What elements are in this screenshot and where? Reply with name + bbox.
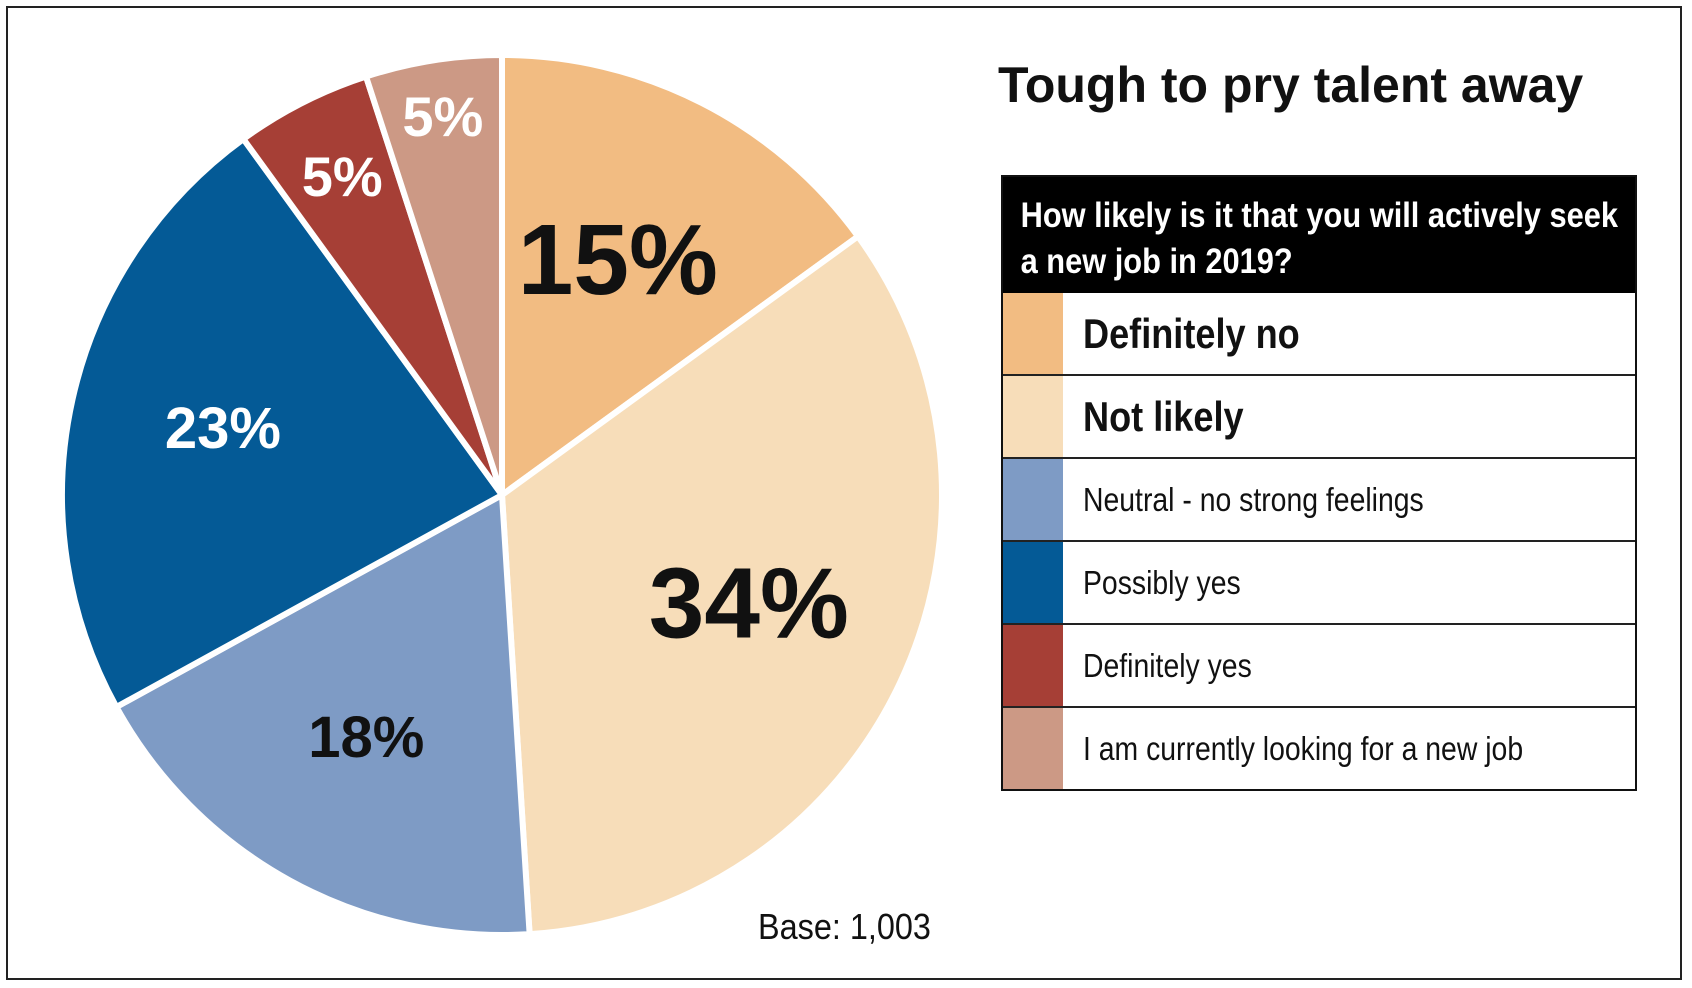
pie-slice-not-likely <box>499 233 945 938</box>
legend-row: Definitely yes <box>1003 623 1635 706</box>
chart-frame: 15% 34% 18% 23% 5% 5% Tough to pry talent awa… <box>6 6 1682 980</box>
legend-row: Not likely <box>1003 374 1635 457</box>
legend-swatch <box>1003 542 1063 623</box>
slice-label-possibly-yes: 23% <box>165 396 281 461</box>
slice-label-definitely-no: 15% <box>518 204 718 316</box>
slice-label-definitely-yes: 5% <box>302 145 383 208</box>
slice-label-neutral-no-strong-feelings: 18% <box>308 705 424 770</box>
pie-slice-possibly-yes <box>59 136 505 710</box>
legend-label: I am currently looking for a new job <box>1083 729 1524 767</box>
legend-label: Possibly yes <box>1083 563 1241 601</box>
legend-swatch <box>1003 459 1063 540</box>
legend-row: I am currently looking for a new job <box>1003 706 1635 789</box>
pie-chart: 15% 34% 18% 23% 5% 5% <box>59 52 945 938</box>
pie-slice-neutral-no-strong-feelings <box>113 492 533 938</box>
base-note-text: Base: 1,003 <box>758 906 931 947</box>
legend-label: Not likely <box>1083 392 1244 440</box>
pie-slice-definitely-no <box>499 52 861 498</box>
chart-title: Tough to pry talent away <box>998 57 1584 113</box>
legend-row: Neutral - no strong feelings <box>1003 457 1635 540</box>
survey-question: How likely is it that you will actively … <box>1003 177 1635 293</box>
slice-label-not-likely: 34% <box>649 548 849 660</box>
legend-swatch <box>1003 708 1063 789</box>
legend-label: Definitely no <box>1083 309 1300 357</box>
legend-swatch <box>1003 625 1063 706</box>
legend-swatch <box>1003 376 1063 457</box>
pie-slice-i-am-currently-looking-for-a-new-job <box>363 52 505 498</box>
legend-header: How likely is it that you will actively … <box>1003 177 1635 293</box>
base-note: Base: 1,003 <box>758 906 950 948</box>
legend-label: Definitely yes <box>1083 646 1252 684</box>
legend-row: Definitely no <box>1003 293 1635 374</box>
legend-rows: Definitely no Not likely Neutral - no stro… <box>1003 293 1635 789</box>
legend-label: Neutral - no strong feelings <box>1083 480 1424 518</box>
slice-label-i-am-currently-looking-for-a-new-job: 5% <box>402 85 483 148</box>
legend: How likely is it that you will actively … <box>1001 175 1637 791</box>
legend-swatch <box>1003 293 1063 374</box>
legend-row: Possibly yes <box>1003 540 1635 623</box>
